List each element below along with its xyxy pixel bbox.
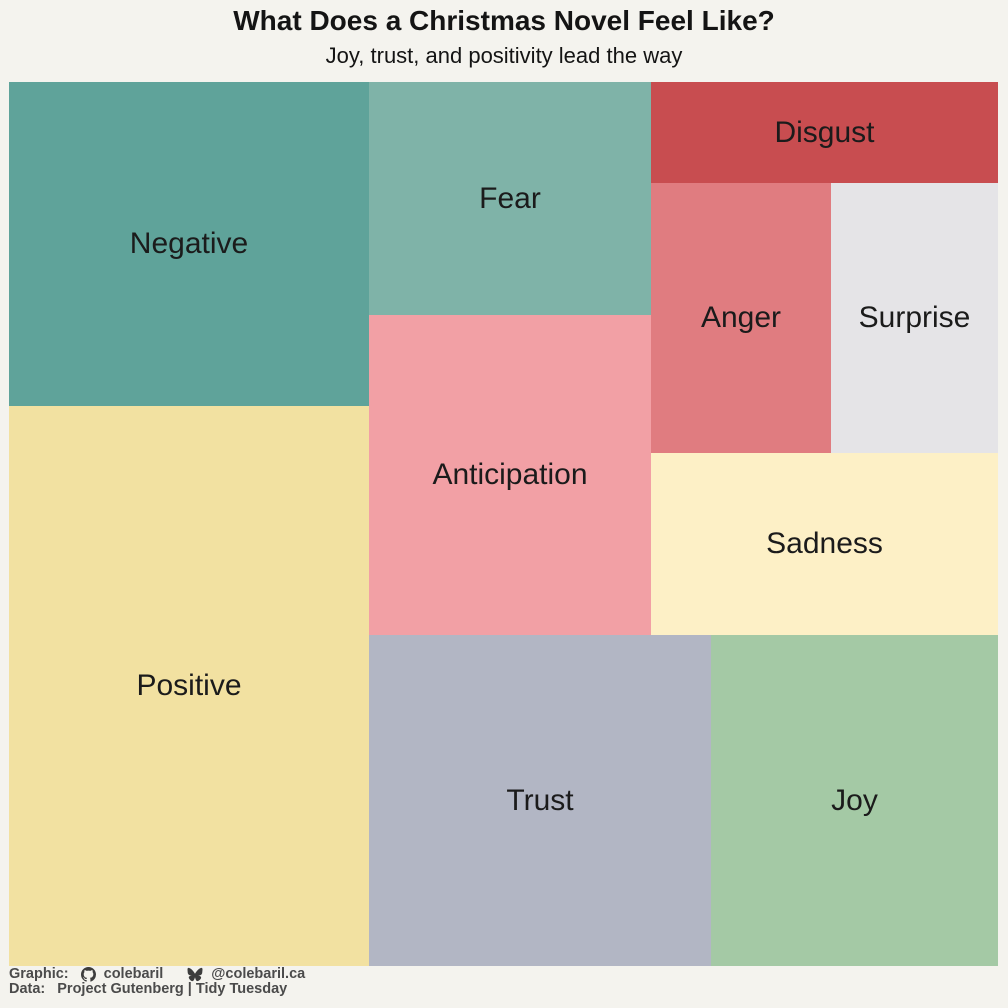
- treemap-tile-sadness: Sadness: [651, 453, 998, 635]
- caption-data-line: Data: Project Gutenberg | Tidy Tuesday: [9, 982, 305, 997]
- chart-subtitle: Joy, trust, and positivity lead the way: [325, 43, 683, 68]
- graphic-label: Graphic:: [9, 966, 69, 982]
- caption: Graphic: colebaril @colebaril.ca Data: P…: [9, 967, 305, 997]
- github-icon: [80, 967, 96, 982]
- bluesky-handle: @colebaril.ca: [211, 966, 306, 982]
- github-handle: colebaril: [103, 966, 164, 982]
- treemap-tile-surprise: Surprise: [831, 183, 998, 453]
- treemap-tile-trust: Trust: [369, 635, 711, 966]
- tile-label-anticipation: Anticipation: [432, 458, 588, 491]
- tile-label-surprise: Surprise: [858, 301, 971, 334]
- treemap-tile-disgust: Disgust: [651, 82, 998, 183]
- tile-label-sadness: Sadness: [766, 527, 883, 560]
- tile-label-joy: Joy: [831, 783, 878, 817]
- treemap-tile-fear: Fear: [369, 82, 651, 315]
- tile-label-fear: Fear: [479, 181, 541, 215]
- data-label: Data:: [9, 981, 46, 997]
- chart-title: What Does a Christmas Novel Feel Like?: [233, 5, 775, 36]
- treemap-tile-negative: Negative: [9, 82, 369, 406]
- tile-label-positive: Positive: [136, 669, 242, 702]
- caption-graphic-line: Graphic: colebaril @colebaril.ca: [9, 967, 305, 982]
- treemap-tile-anger: Anger: [651, 183, 831, 453]
- treemap-tile-joy: Joy: [711, 635, 998, 966]
- treemap-tile-positive: Positive: [9, 406, 369, 966]
- treemap-plot-area: Negative Positive Fear Anticipation Trust Dis…: [9, 82, 998, 966]
- tile-label-negative: Negative: [129, 227, 249, 260]
- data-source: Project Gutenberg | Tidy Tuesday: [57, 981, 288, 997]
- tile-label-disgust: Disgust: [774, 115, 875, 149]
- tile-label-anger: Anger: [700, 301, 782, 334]
- bluesky-butterfly-icon: [187, 967, 203, 982]
- treemap-tile-anticipation: Anticipation: [369, 315, 651, 635]
- tile-label-trust: Trust: [506, 783, 574, 817]
